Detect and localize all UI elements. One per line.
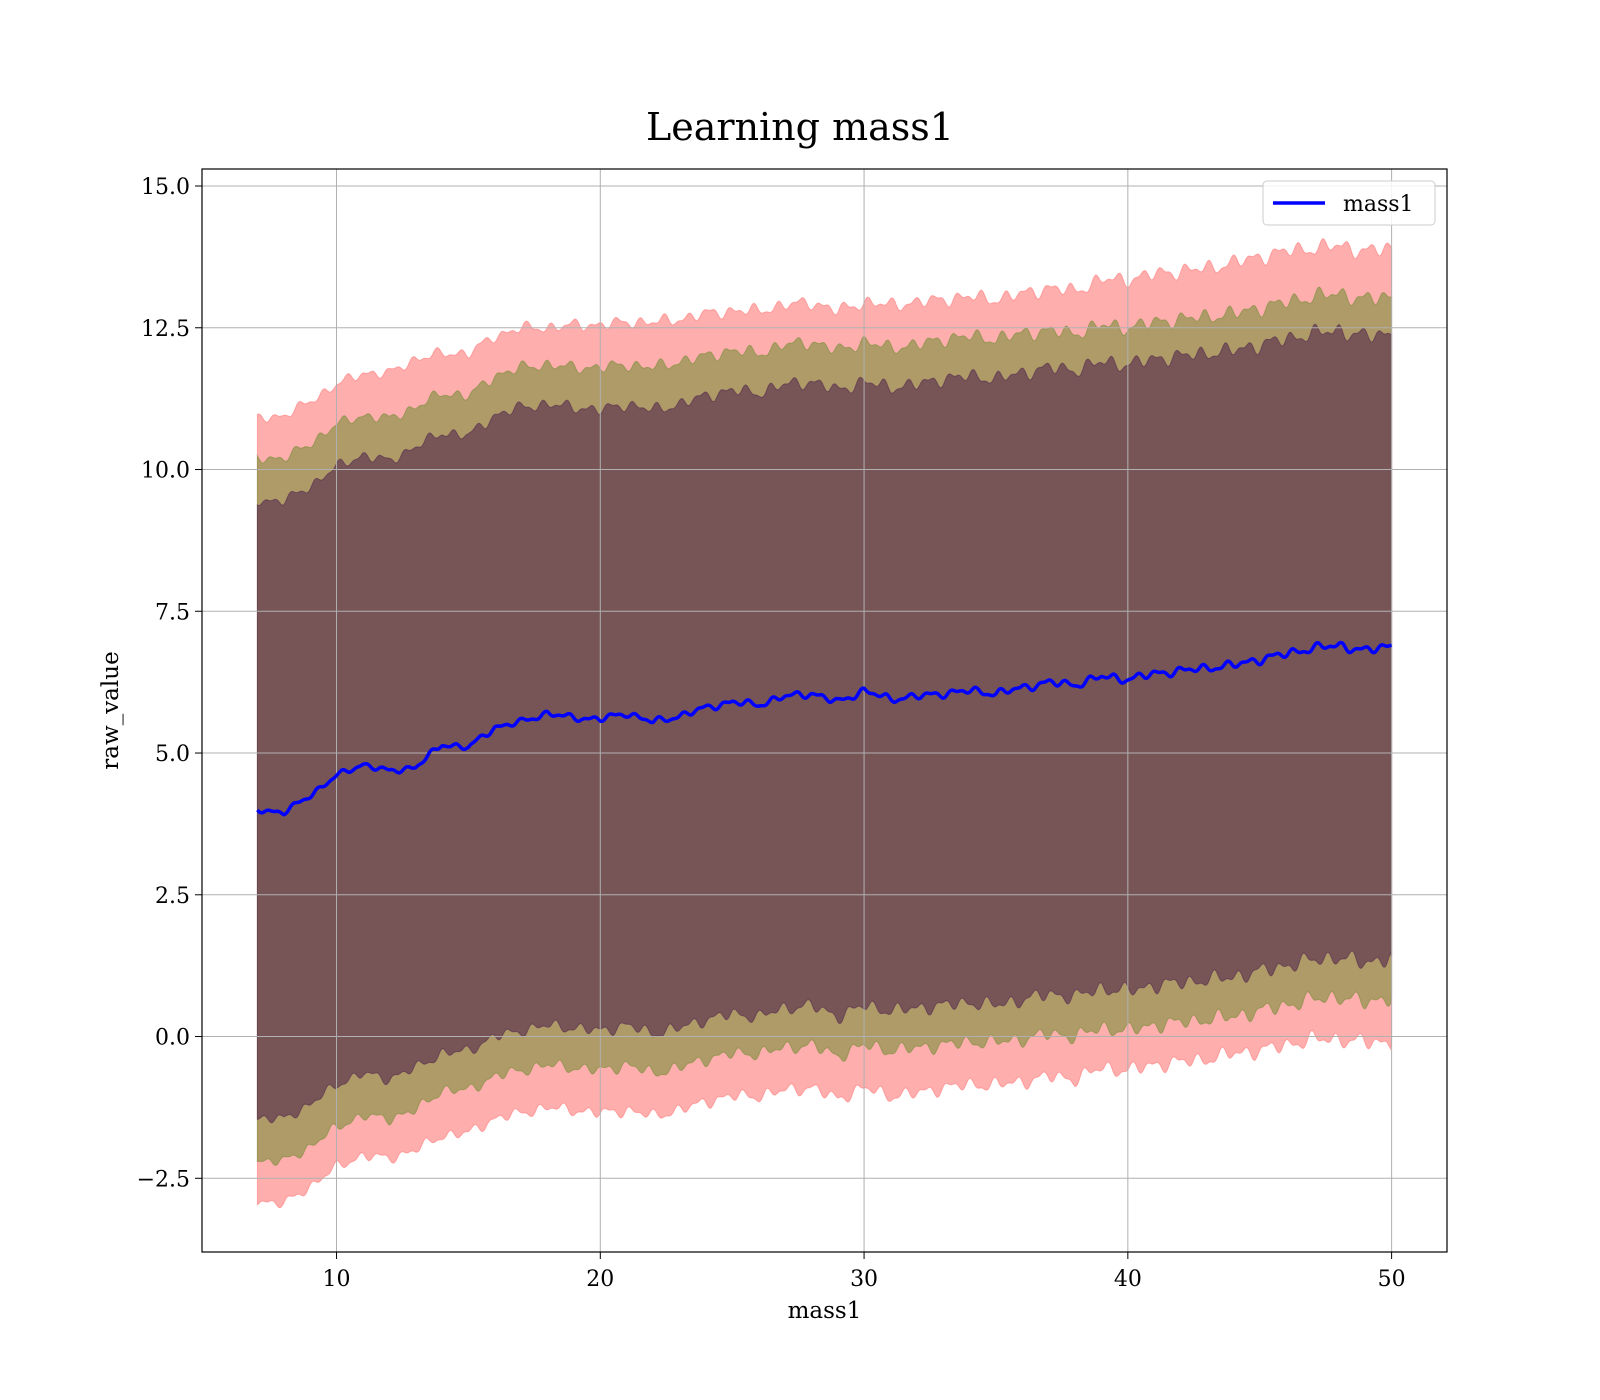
- x-tick-label: 20: [586, 1267, 614, 1292]
- y-tick-label: 7.5: [155, 600, 190, 625]
- y-tick-label: 0.0: [155, 1026, 190, 1051]
- y-tick-label: 12.5: [141, 317, 190, 342]
- series-lines: [256, 640, 1393, 817]
- x-tick-label: 50: [1378, 1267, 1406, 1292]
- grid: [202, 169, 1447, 1252]
- y-tick-label: −2.5: [137, 1167, 190, 1192]
- legend: mass1: [1262, 180, 1436, 226]
- legend-entry: mass1: [1343, 192, 1414, 217]
- x-tick-label: 10: [323, 1267, 351, 1292]
- y-tick-label: 15.0: [141, 175, 190, 200]
- y-tick-label: 5.0: [155, 742, 190, 767]
- y-tick-label: 2.5: [155, 884, 190, 909]
- x-tick-label: 40: [1114, 1267, 1142, 1292]
- x-axis: 10 20 30 40 50: [323, 1252, 1406, 1292]
- x-tick-label: 30: [850, 1267, 878, 1292]
- plot-frame: [201, 168, 1448, 1253]
- y-axis: −2.5 0.0 2.5 5.0 7.5 10.0 12.5 15.0: [137, 175, 202, 1192]
- series-line-mass1: [256, 640, 1393, 817]
- legend-box: [1262, 180, 1436, 226]
- y-axis-label: raw_value: [98, 651, 124, 769]
- confidence-bands: [256, 238, 1393, 1209]
- y-tick-label: 10.0: [141, 459, 190, 484]
- x-axis-label: mass1: [788, 1298, 862, 1324]
- chart-title: Learning mass1: [646, 105, 954, 149]
